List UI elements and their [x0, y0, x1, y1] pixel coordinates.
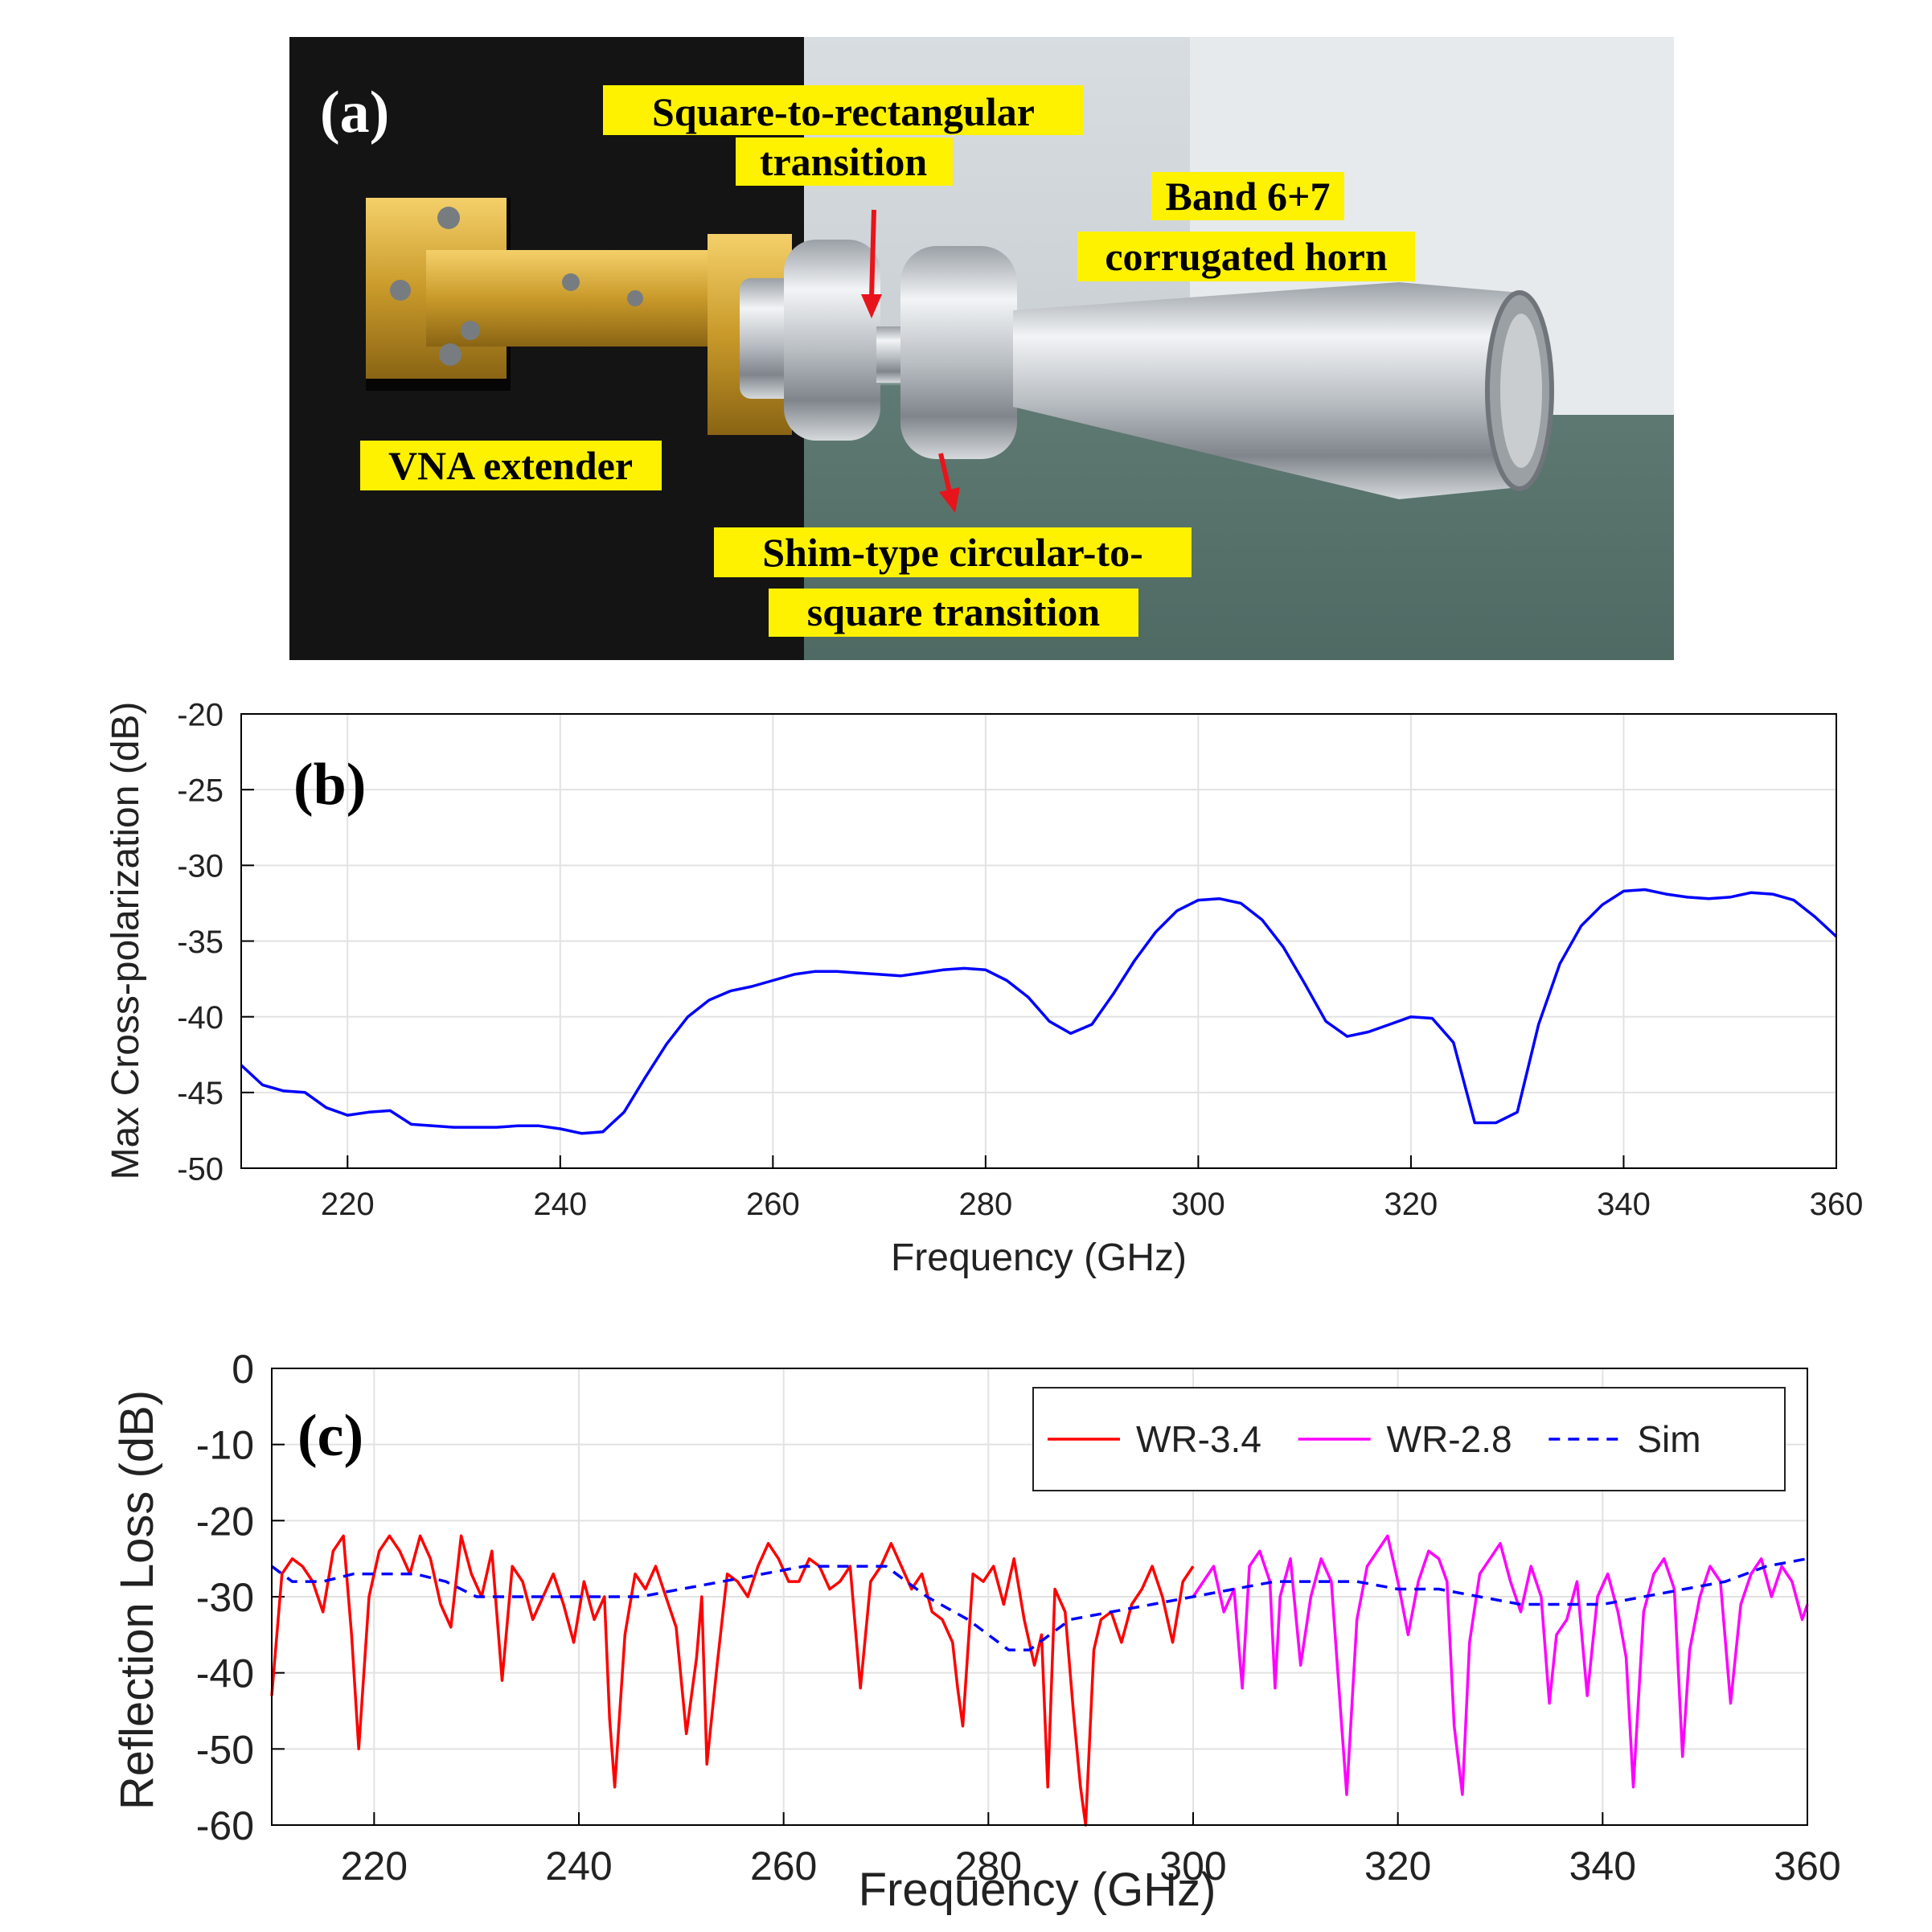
- c-ytick-label: -40: [196, 1651, 254, 1696]
- c-ytick-label: 0: [232, 1347, 254, 1392]
- c-ytick-label: -50: [196, 1727, 254, 1772]
- c-xtick-label: 220: [341, 1844, 408, 1889]
- legend-entry: WR-3.4: [1136, 1418, 1261, 1460]
- callout-shim: Shim-type circular-to- square transition: [714, 527, 1192, 637]
- photo-panel: (a) Square-to-rectangular transition Ban…: [289, 37, 1674, 660]
- callout-vna-line1: VNA extender: [388, 443, 633, 488]
- b-xtick-label: 260: [746, 1187, 800, 1222]
- chart-c-legend: WR-3.4 WR-2.8 Sim: [1032, 1387, 1786, 1491]
- panel-label-b: (b): [293, 752, 366, 818]
- chart-b-x-ticks: 220 240 260 280 300 320 340 360: [321, 1155, 1863, 1222]
- c-series-line-wr-2-8: [1192, 1534, 1809, 1796]
- c-ytick-label: -10: [196, 1423, 254, 1468]
- chart-b-grid: [241, 713, 1837, 1169]
- b-xtick-label: 240: [533, 1187, 587, 1222]
- c-xtick-label: 320: [1364, 1844, 1431, 1889]
- photo-horn-flange: [900, 246, 1017, 459]
- c-ytick-label: -20: [196, 1499, 254, 1544]
- callout-horn: Band 6+7 corrugated horn: [1077, 172, 1415, 281]
- callout-vna: VNA extender: [360, 441, 662, 490]
- photo-transition-flange: [784, 240, 880, 441]
- callout-shim-line2: square transition: [807, 589, 1101, 634]
- callout-square-to-rect-line1: Square-to-rectangular: [652, 89, 1035, 134]
- c-series-line-sim: [270, 1557, 1808, 1652]
- b-xtick-label: 360: [1810, 1187, 1864, 1222]
- b-xtick-label: 340: [1597, 1187, 1651, 1222]
- c-xtick-label: 280: [955, 1844, 1022, 1889]
- b-ytick-label: -40: [177, 1000, 224, 1036]
- legend-entry: Sim: [1637, 1418, 1700, 1460]
- callout-horn-line2: corrugated horn: [1105, 234, 1388, 279]
- panel-label-c: (c): [297, 1403, 363, 1469]
- c-series-line-wr-3-4: [270, 1534, 1195, 1827]
- chart-c-x-ticks: 220 240 260 280 300 320 340 360: [341, 1812, 1841, 1889]
- chart-b-xlabel: Frequency (GHz): [891, 1237, 1187, 1279]
- callout-square-to-rect-line2: transition: [760, 139, 928, 184]
- c-xtick-label: 240: [545, 1844, 612, 1889]
- c-xtick-label: 340: [1569, 1844, 1636, 1889]
- chart-b-frame: [240, 713, 1837, 1169]
- chart-c-ylabel: Reflection Loss (dB): [111, 1390, 163, 1810]
- chart-b-y-ticks: -20 -25 -30 -35 -40 -45 -50: [177, 697, 254, 1187]
- b-xtick-label: 300: [1171, 1187, 1225, 1222]
- chart-reflection-loss: 220 240 260 280 300 320 340 360 0 -10 -20 -30 -40 -5…: [111, 1347, 1841, 1916]
- c-xtick-label: 360: [1774, 1844, 1840, 1889]
- b-xtick-label: 280: [958, 1187, 1012, 1222]
- chart-b-ylabel: Max Cross-polarization (dB): [105, 702, 147, 1180]
- b-ytick-label: -30: [177, 849, 224, 884]
- chart-b-series: [240, 888, 1838, 1135]
- b-xtick-label: 320: [1384, 1187, 1438, 1222]
- b-ytick-label: -35: [177, 925, 224, 960]
- chart-c-series: [270, 1534, 1809, 1827]
- photo-arrows: [861, 209, 960, 513]
- c-ytick-label: -60: [196, 1803, 254, 1848]
- c-xtick-label: 260: [750, 1844, 817, 1889]
- callout-square-to-rect: Square-to-rectangular transition: [603, 85, 1084, 186]
- b-ytick-label: -45: [177, 1076, 224, 1111]
- legend-frame: [1032, 1387, 1786, 1491]
- b-xtick-label: 220: [321, 1187, 375, 1222]
- c-xtick-label: 300: [1159, 1844, 1226, 1889]
- chart-c-xlabel: Frequency (GHz): [859, 1864, 1216, 1916]
- b-ytick-label: -20: [177, 697, 224, 732]
- chart-c-y-ticks: 0 -10 -20 -30 -40 -50 -60: [196, 1347, 285, 1848]
- b-ytick-label: -25: [177, 773, 224, 809]
- c-ytick-label: -30: [196, 1575, 254, 1620]
- photo-horn-aperture-inner: [1500, 314, 1542, 468]
- chart-c-frame: [271, 1368, 1808, 1826]
- legend-entry: WR-2.8: [1387, 1418, 1512, 1460]
- b-series-line-0: [240, 888, 1838, 1135]
- b-ytick-label: -50: [177, 1151, 224, 1187]
- callout-shim-line1: Shim-type circular-to-: [762, 530, 1143, 575]
- photo-corrugated-horn: [1013, 282, 1520, 499]
- panel-label-a: (a): [320, 80, 389, 146]
- callout-horn-line1: Band 6+7: [1166, 174, 1331, 219]
- photo-screws: [390, 207, 643, 366]
- chart-cross-polarization: 220 240 260 280 300 320 340 360 -20 -25 -30 -35 -40…: [105, 697, 1863, 1279]
